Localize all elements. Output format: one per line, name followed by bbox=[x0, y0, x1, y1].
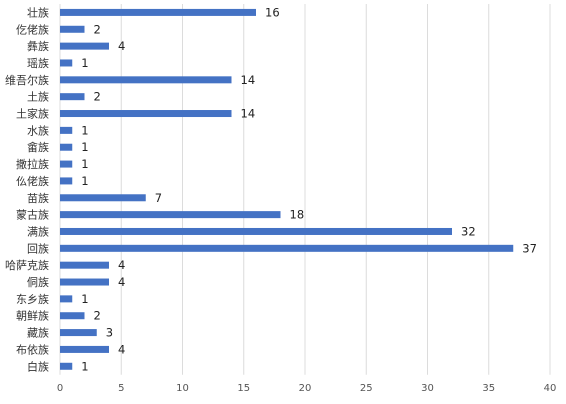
x-tick-label: 0 bbox=[57, 383, 63, 394]
data-label: 2 bbox=[94, 22, 101, 36]
bar bbox=[60, 194, 146, 202]
bars bbox=[60, 8, 514, 370]
data-label: 1 bbox=[81, 359, 88, 373]
category-label: 布依族 bbox=[16, 342, 49, 356]
bar bbox=[60, 8, 256, 16]
data-label: 7 bbox=[155, 191, 162, 205]
data-label: 1 bbox=[81, 174, 88, 188]
category-label: 东乡族 bbox=[16, 292, 49, 306]
category-label: 苗族 bbox=[27, 191, 49, 205]
x-tick-label: 10 bbox=[176, 383, 189, 394]
data-label: 1 bbox=[81, 140, 88, 154]
x-tick-label: 20 bbox=[299, 383, 312, 394]
category-label: 藏族 bbox=[27, 326, 49, 340]
x-tick-label: 5 bbox=[118, 383, 124, 394]
x-tick-label: 35 bbox=[482, 383, 495, 394]
bar bbox=[60, 160, 73, 168]
category-label: 土家族 bbox=[16, 107, 49, 121]
bar bbox=[60, 312, 85, 320]
data-label: 2 bbox=[94, 309, 101, 323]
category-label: 哈萨克族 bbox=[5, 258, 49, 272]
category-label: 壮族 bbox=[27, 5, 49, 19]
category-label: 维吾尔族 bbox=[5, 73, 49, 87]
category-label: 撒拉族 bbox=[16, 157, 49, 171]
bar bbox=[60, 261, 109, 269]
bar bbox=[60, 177, 73, 185]
data-label: 37 bbox=[522, 241, 537, 255]
bar bbox=[60, 227, 452, 235]
data-label: 2 bbox=[94, 90, 101, 104]
bar bbox=[60, 295, 73, 303]
bar bbox=[60, 211, 281, 219]
x-axis-tick-labels: 0 5 10 15 20 25 30 35 40 bbox=[57, 383, 557, 394]
x-tick-label: 15 bbox=[237, 383, 250, 394]
category-label: 彝族 bbox=[27, 39, 49, 53]
gridlines bbox=[59, 4, 551, 375]
bar bbox=[60, 329, 97, 337]
category-label: 白族 bbox=[27, 359, 49, 373]
bar bbox=[60, 59, 73, 67]
bar bbox=[60, 93, 85, 101]
data-label: 1 bbox=[81, 157, 88, 171]
x-tick-label: 25 bbox=[360, 383, 373, 394]
bar bbox=[60, 42, 109, 50]
category-label: 水族 bbox=[27, 123, 49, 137]
bar bbox=[60, 110, 232, 118]
bar bbox=[60, 76, 232, 84]
category-label: 朝鲜族 bbox=[16, 309, 49, 323]
bar bbox=[60, 126, 73, 134]
data-label: 1 bbox=[81, 292, 88, 306]
bar bbox=[60, 143, 73, 151]
category-label: 土族 bbox=[27, 90, 49, 104]
x-tick-label: 30 bbox=[421, 383, 434, 394]
data-label: 4 bbox=[118, 275, 125, 289]
data-label: 4 bbox=[118, 39, 125, 53]
bar bbox=[60, 362, 73, 370]
category-label: 满族 bbox=[27, 224, 49, 238]
data-label: 3 bbox=[106, 326, 113, 340]
category-label: 仫佬族 bbox=[16, 174, 49, 188]
data-label: 4 bbox=[118, 342, 125, 356]
category-label: 侗族 bbox=[27, 275, 49, 289]
x-tick-label: 40 bbox=[544, 383, 557, 394]
data-label: 14 bbox=[241, 107, 256, 121]
data-label: 1 bbox=[81, 123, 88, 137]
data-label: 32 bbox=[461, 224, 476, 238]
data-label: 16 bbox=[265, 5, 280, 19]
bar bbox=[60, 278, 109, 286]
category-labels: 壮族仡佬族彝族瑶族维吾尔族土族土家族水族畲族撒拉族仫佬族苗族蒙古族满族回族哈萨克… bbox=[5, 5, 49, 373]
bar bbox=[60, 25, 85, 33]
bar bbox=[60, 345, 109, 353]
data-label: 4 bbox=[118, 258, 125, 272]
category-label: 畲族 bbox=[27, 140, 49, 154]
bar bbox=[60, 244, 514, 252]
data-label: 18 bbox=[290, 208, 305, 222]
category-label: 蒙古族 bbox=[16, 208, 49, 222]
category-label: 回族 bbox=[27, 241, 49, 255]
category-label: 仡佬族 bbox=[16, 22, 49, 36]
category-label: 瑶族 bbox=[27, 56, 49, 70]
data-label: 14 bbox=[241, 73, 256, 87]
data-label: 1 bbox=[81, 56, 88, 70]
